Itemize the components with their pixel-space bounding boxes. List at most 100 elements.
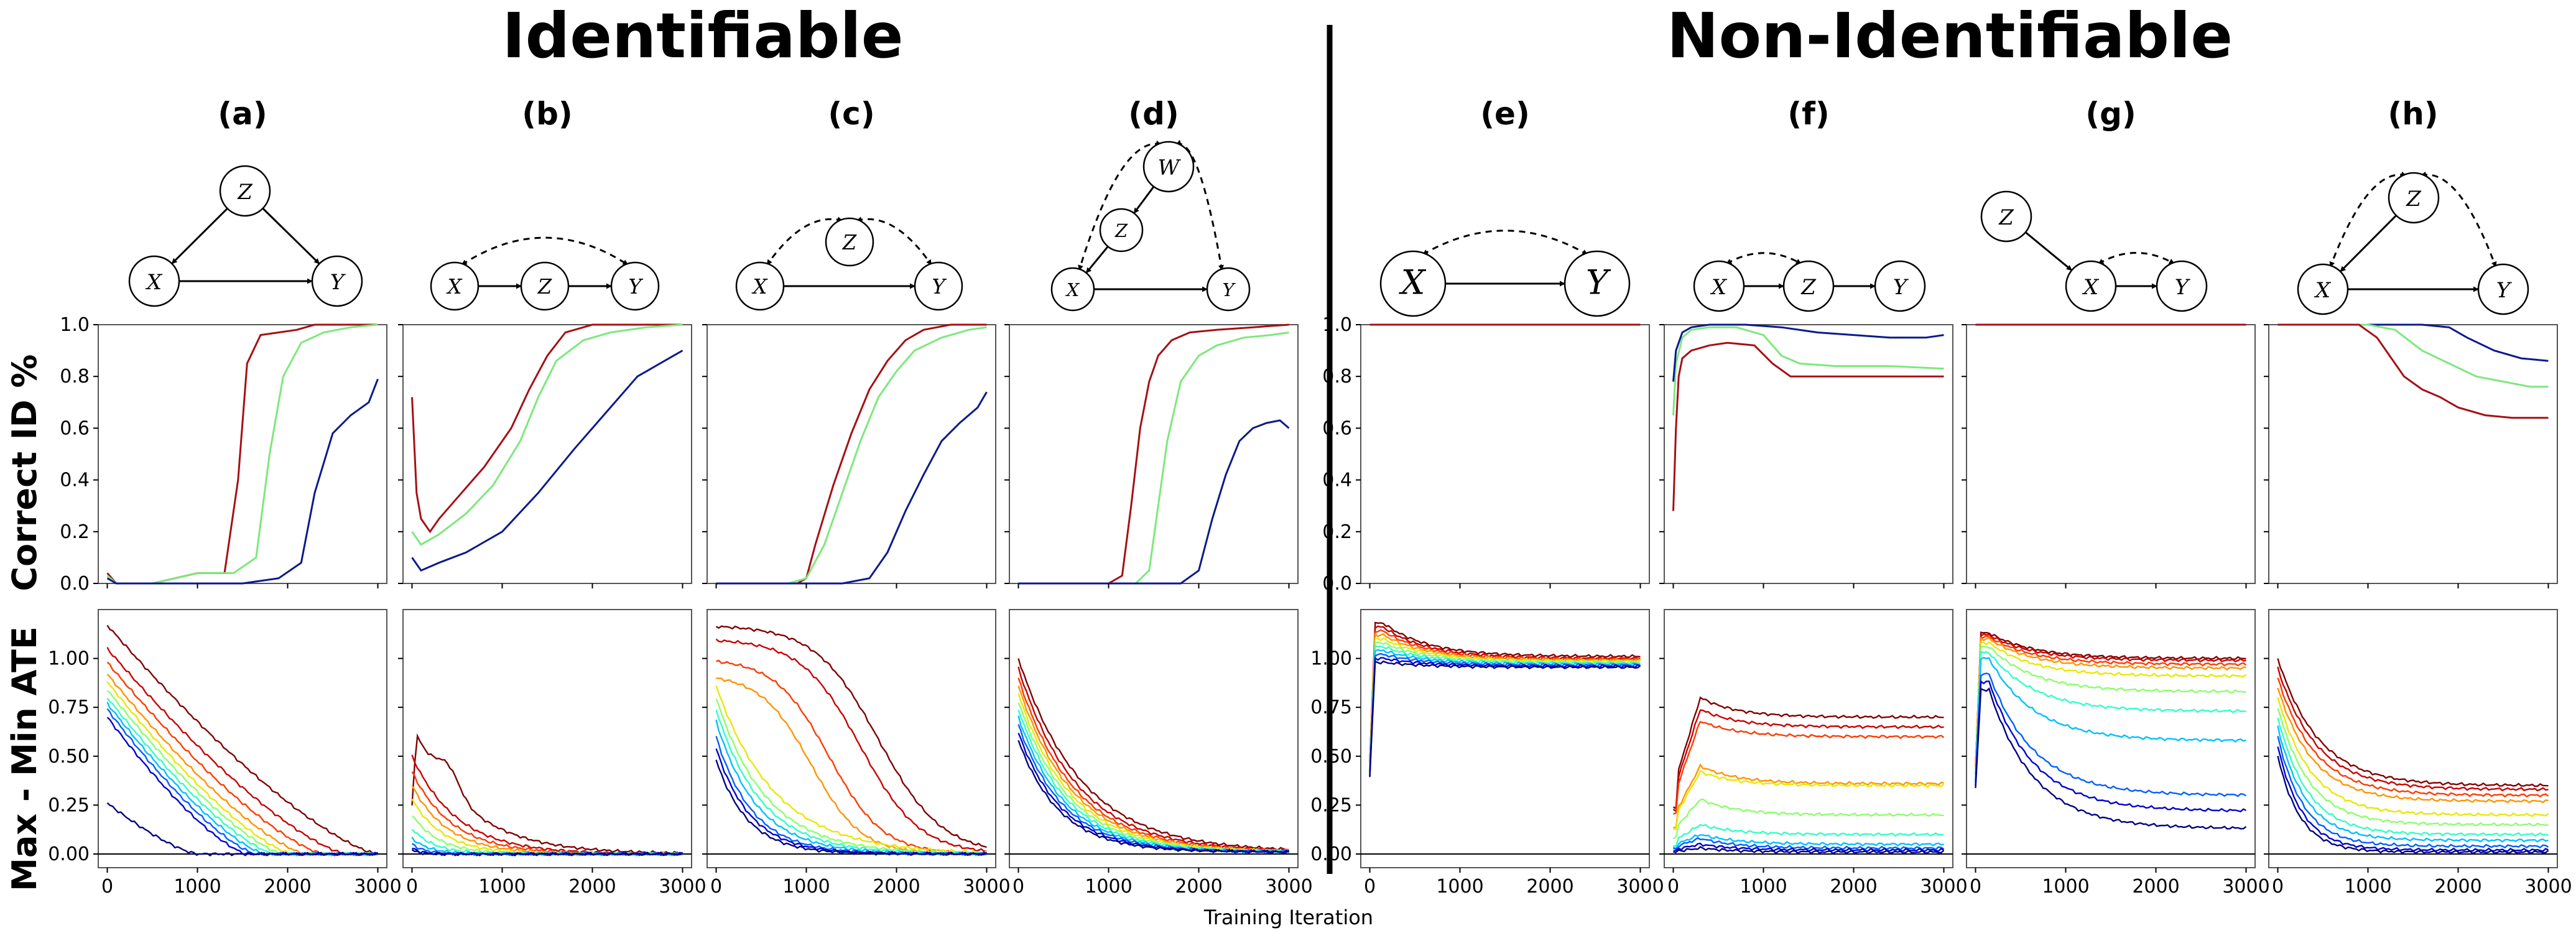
ate-series-s3 [2277,677,2549,798]
ate-series-s8 [1975,657,2246,775]
panel-c: (c) Z X Y 0 1000 2000 3000 [702,96,1011,898]
panel-e: (e)X Y0.00.20.40.60.81.00 1000 2000 30000.00… [1310,96,1664,898]
node-circle-x [735,261,785,311]
y-tick-label: 0.2 [60,521,90,543]
ate-series-s1 [411,733,683,855]
node-label-y: Y [1893,275,1909,300]
x-tick-label: 0 [1667,876,1679,898]
x-tick-label: 2000 [2132,876,2179,898]
ate-series-s8 [2277,725,2549,843]
id-series-green [1672,326,1944,415]
node-label-x: X [1399,262,1427,302]
plot-frame [402,609,692,868]
ate-series-s1 [1017,658,1289,851]
panel-a: (a)ZX Y0.00.20.40.60.81.00 1000 2000 30000.0… [48,96,401,898]
id-series-blue [411,350,683,572]
x-tick-label: 3000 [1265,876,1312,898]
causal-graph-g: Z X Y [1980,190,2208,312]
ate-series-s1 [1975,631,2246,766]
y-tick-label: 0.0 [1322,573,1352,595]
node-label-y: Y [932,275,947,299]
panel-label-c: (c) [828,96,874,132]
ate-series-s1 [2277,658,2549,787]
plot-frame [1360,324,1650,584]
causal-graph-c: Z X Y [735,216,963,311]
ate-plot-b: 0 1000 2000 3000 [398,609,707,898]
node-label-x: X [446,275,463,299]
id-series-red [2277,323,2549,419]
ate-plot-d: 0 1000 2000 3000 [1004,609,1313,898]
ate-series-s11 [715,759,988,856]
panel-b: (b) X Z Y 0 1000 2000 3000 [398,96,707,898]
node-circle-y [914,261,963,311]
x-tick-label: 0 [1012,876,1024,898]
node-label-w: W [1158,156,1182,180]
ate-series-s11 [1369,660,1641,778]
ate-series-s5 [1673,770,1945,830]
ate-series-s11 [2277,756,2549,855]
node-circle-x [2297,263,2349,315]
ate-series-s6 [2277,708,2549,827]
edge-bidirected [856,216,932,266]
node-circle-y [1874,260,1926,312]
ate-series-s9 [1975,672,2247,797]
id-plot-g [1962,323,2256,588]
x-tick-label: 3000 [2222,876,2269,898]
node-circle-z [1099,208,1144,253]
x-tick-label: 0 [1970,876,1981,898]
id-series-blue [106,378,379,585]
x-tick-label: 2000 [264,876,311,898]
panels: (a)ZX Y0.00.20.40.60.81.00 1000 2000 30000.0… [48,96,2572,898]
y-tick-label: 0.75 [1310,697,1352,718]
ate-series-s7 [1975,651,2246,774]
node-circle-z [520,261,570,311]
node-circle-x [1693,260,1745,312]
x-tick-label: 0 [2272,876,2284,898]
x-tick-label: 1000 [1436,876,1483,898]
ate-series-s11 [1673,846,1945,855]
node-label-y: Y [1222,279,1236,300]
id-plot-f [1659,323,1953,588]
ate-plot-e: 0 1000 2000 3000 0.00 0.25 0.50 0.75 1.00 [1310,609,1664,898]
y-tick-label: 0.2 [1322,521,1352,543]
panel-label-g: (g) [2085,96,2136,132]
y-tick-label: 1.00 [48,648,90,670]
plot-frame [1966,609,2256,868]
x-tick-label: 2000 [2434,876,2481,898]
id-series-blue [2277,323,2549,362]
ate-series-s9 [2277,736,2549,849]
node-label-y: Y [2496,278,2513,303]
ate-series-s2 [1672,709,1944,813]
node-circle-z [1980,190,2032,243]
ate-plot-c: 0 1000 2000 3000 [702,609,1011,898]
panel-label-a: (a) [218,96,267,132]
id-plot-d [1004,323,1299,588]
ate-series-s1 [106,624,378,855]
edge-bidirected [2329,171,2407,267]
plot-frame [1664,609,1953,868]
id-plot-c [702,323,996,588]
x-tick-label: 1000 [2344,876,2391,898]
node-circle-y [2156,260,2208,312]
id-series-red [1672,341,1944,511]
id-plot-a: 0.0 0.2 0.4 0.6 0.8 1.0 [60,314,387,595]
plot-frame [1009,609,1299,868]
node-label-z: Z [1800,275,1817,300]
y-tick-label: 0.6 [60,417,90,439]
node-circle-w [1142,141,1195,193]
y-tick-label: 0.00 [1310,843,1352,865]
y-tick-label: 0.4 [60,470,90,491]
ate-series-s3 [1673,720,1945,815]
x-tick-label: 1000 [2042,876,2089,898]
x-tick-label: 1000 [1740,876,1787,898]
node-label-y: Y [2175,275,2191,300]
x-tick-label: 3000 [1920,876,1967,898]
panel-label-e: (e) [1480,96,1530,132]
title-identifiable: Identifiable [502,0,903,72]
node-circle-z [219,165,271,217]
edge-bidirected [2098,251,2175,265]
causal-graph-d: W Z X Y [1050,139,1251,312]
y-tick-label: 0.25 [48,794,90,816]
y-tick-label: 1.0 [60,314,90,336]
title-non-identifiable: Non-Identifiable [1667,0,2233,72]
